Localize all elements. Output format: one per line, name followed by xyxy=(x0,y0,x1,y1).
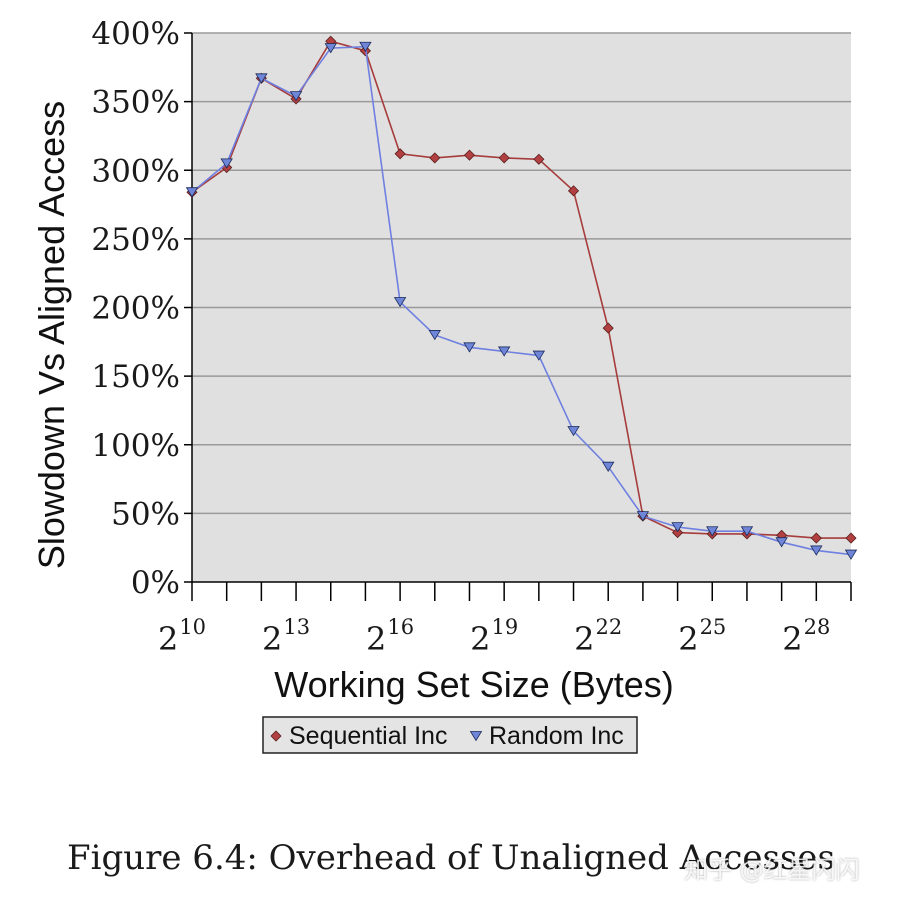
x-tick-exponent: 10 xyxy=(179,615,206,639)
data-point-random-inc xyxy=(532,350,546,361)
x-tick-exponent: 13 xyxy=(283,615,310,639)
gridlines xyxy=(192,32,851,515)
legend: Sequential Inc Random Inc xyxy=(262,716,638,754)
data-point-sequential-inc xyxy=(845,532,857,544)
legend-marker-sequential-inc xyxy=(270,730,282,742)
data-point-random-inc xyxy=(393,297,407,308)
x-tick-exponent: 22 xyxy=(596,615,623,639)
x-tick-exponent: 16 xyxy=(387,615,414,639)
y-tick-label: 400% xyxy=(91,16,180,52)
data-point-sequential-inc xyxy=(602,322,614,334)
data-point-random-inc xyxy=(567,426,580,437)
legend-label-sequential-inc: Sequential Inc xyxy=(289,722,447,750)
data-point-random-inc xyxy=(359,41,372,52)
y-tick-label: 350% xyxy=(91,85,180,121)
data-point-random-inc xyxy=(844,549,858,560)
data-point-random-inc xyxy=(775,537,788,548)
series-group xyxy=(185,35,858,560)
data-point-random-inc xyxy=(810,545,823,556)
x-tick-label: 222 xyxy=(574,615,622,658)
y-tick-label: 250% xyxy=(91,222,180,258)
y-tick-label: 300% xyxy=(91,153,180,189)
x-tick-exponent: 28 xyxy=(804,615,831,639)
data-point-random-inc xyxy=(601,461,615,472)
y-tick-label: 200% xyxy=(91,291,180,327)
x-tick-label: 213 xyxy=(262,615,310,658)
y-tick-label: 100% xyxy=(91,428,180,464)
data-point-random-inc xyxy=(636,511,650,522)
data-point-sequential-inc xyxy=(810,532,822,544)
x-tick-label: 219 xyxy=(470,615,518,658)
data-point-sequential-inc xyxy=(429,152,441,164)
data-point-sequential-inc xyxy=(533,153,545,165)
data-point-random-inc xyxy=(324,43,337,54)
data-point-random-inc xyxy=(428,330,442,341)
y-axis-label: Slowdown Vs Aligned Access xyxy=(31,101,72,569)
chart: 0% 50% 100% 150% 200% 250% 300% 350% 400% 210 213 2… xyxy=(31,16,858,754)
watermark: 知乎 @红星闪闪 xyxy=(684,856,860,884)
data-point-sequential-inc xyxy=(498,152,510,164)
legend-marker-random-inc xyxy=(469,731,483,742)
x-tick-label: 210 xyxy=(158,615,206,658)
data-point-random-inc xyxy=(255,73,268,84)
data-point-random-inc xyxy=(185,187,199,198)
legend-label-random-inc: Random Inc xyxy=(489,722,624,750)
data-point-random-inc xyxy=(706,526,719,537)
x-tick-label: 228 xyxy=(782,615,830,658)
data-point-sequential-inc xyxy=(567,185,580,197)
data-point-random-inc xyxy=(463,342,476,353)
x-tick-label: 216 xyxy=(366,615,414,658)
data-point-sequential-inc xyxy=(463,149,476,161)
data-point-random-inc xyxy=(220,158,233,169)
data-point-random-inc xyxy=(289,91,303,102)
data-point-random-inc xyxy=(671,522,684,533)
series-random-inc xyxy=(185,41,858,560)
x-tick-exponent: 19 xyxy=(491,615,518,639)
series-line-random-inc xyxy=(191,45,852,556)
x-axis-label: Working Set Size (Bytes) xyxy=(274,664,673,705)
y-tick-label: 150% xyxy=(91,359,180,395)
y-tick-label: 50% xyxy=(111,496,180,532)
axes xyxy=(184,32,852,601)
figure-caption: Figure 6.4: Overhead of Unaligned Access… xyxy=(67,838,835,878)
x-tick-label: 225 xyxy=(678,615,726,658)
data-point-random-inc xyxy=(497,346,511,357)
x-tick-exponent: 25 xyxy=(700,615,727,639)
y-tick-label: 0% xyxy=(131,565,180,601)
data-point-sequential-inc xyxy=(672,527,684,539)
legend-box xyxy=(262,716,638,754)
data-point-random-inc xyxy=(740,526,754,537)
tick-labels: 0% 50% 100% 150% 200% 250% 300% 350% 400% 210 213 2… xyxy=(91,16,830,658)
data-point-sequential-inc xyxy=(394,148,406,160)
